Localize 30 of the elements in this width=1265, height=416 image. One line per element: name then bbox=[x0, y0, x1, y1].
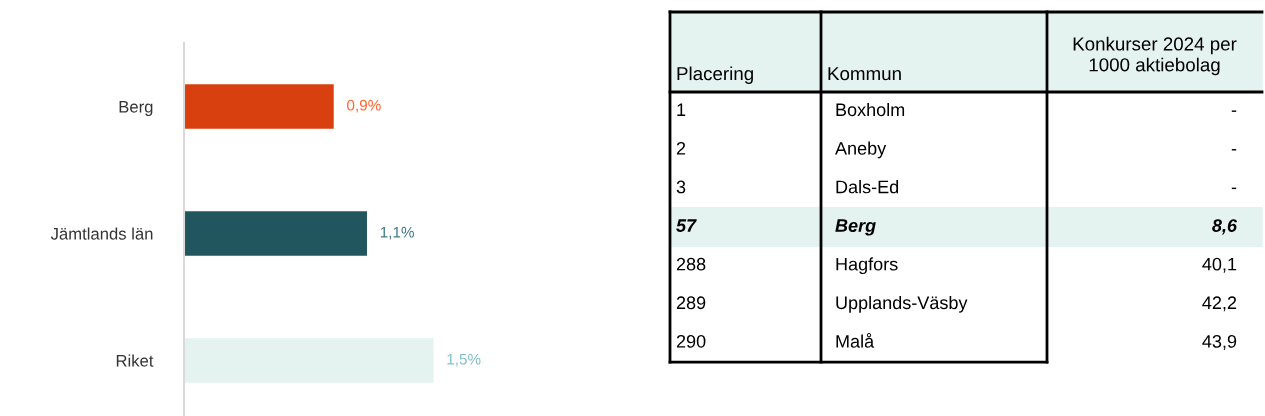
text: Boxholm bbox=[836, 102, 905, 117]
text: Upplands-Väsby bbox=[836, 295, 968, 313]
text: - bbox=[1231, 149, 1237, 151]
text: - bbox=[1231, 110, 1237, 112]
text: 3 bbox=[676, 180, 686, 194]
y-tick-label: Riket bbox=[116, 354, 154, 367]
text: 43,9 bbox=[1202, 334, 1237, 350]
data-label: 1,1% bbox=[380, 226, 414, 240]
text: 1 bbox=[677, 103, 686, 116]
text: Dals-Ed bbox=[836, 180, 899, 194]
text: Konkurser 2024 per 1000 aktiebolag bbox=[1073, 36, 1237, 76]
text: 2 bbox=[676, 141, 686, 155]
text: Placering bbox=[677, 66, 753, 84]
data-label: 0,9% bbox=[347, 99, 381, 113]
text: 288 bbox=[676, 257, 706, 271]
text: Aneby bbox=[835, 141, 887, 159]
text: 57 bbox=[676, 219, 697, 232]
data-label: 1,5% bbox=[447, 353, 481, 367]
text: 8,6 bbox=[1212, 219, 1238, 235]
text: Kommun bbox=[828, 67, 901, 81]
text: 42,2 bbox=[1202, 296, 1237, 312]
text: 290 bbox=[676, 334, 706, 348]
text: 40,1 bbox=[1202, 257, 1237, 273]
y-tick-label: Jämtlands län bbox=[50, 227, 153, 240]
text: 289 bbox=[676, 296, 706, 310]
text: - bbox=[1231, 187, 1237, 190]
y-tick-label: Berg bbox=[119, 101, 153, 116]
text: Malå bbox=[836, 333, 875, 348]
text: Berg bbox=[835, 219, 876, 236]
text: Hagfors bbox=[836, 257, 898, 275]
